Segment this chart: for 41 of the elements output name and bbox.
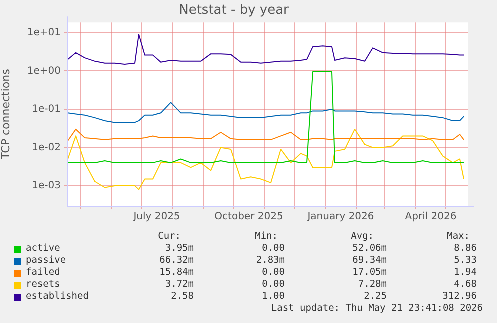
text: 66.32m xyxy=(160,255,194,267)
y-tick-label: 1e-02 xyxy=(32,142,61,154)
text: 8.86 xyxy=(454,243,477,255)
text: Max: xyxy=(447,231,470,243)
text: 2.83m xyxy=(256,255,285,267)
text: 1.94 xyxy=(454,267,477,279)
text: 15.84m xyxy=(160,267,194,279)
text: 3.72m xyxy=(165,279,194,291)
x-tick-label: April 2026 xyxy=(405,212,457,223)
x-tick-label: January 2026 xyxy=(306,212,374,223)
text: Last update: Thu May 21 23:41:08 2026 xyxy=(271,303,483,315)
text: Avg: xyxy=(351,231,374,243)
legend-label: failed xyxy=(26,267,60,279)
legend-label: resets xyxy=(26,279,60,291)
y-tick-label: 1e+00 xyxy=(27,66,61,77)
text: 4.68 xyxy=(454,279,477,291)
text: 1.00 xyxy=(262,291,285,303)
text: 2.58 xyxy=(171,291,194,303)
y-axis-title: TCP connections xyxy=(0,68,12,160)
text: 0.00 xyxy=(262,267,285,279)
y-tick-label: 1e+01 xyxy=(27,28,61,39)
y-tick-label: 1e-01 xyxy=(32,104,61,116)
text: 2.25 xyxy=(364,291,387,303)
text: 69.34m xyxy=(352,255,387,267)
text: 17.05m xyxy=(352,267,387,279)
text: 7.28m xyxy=(358,279,387,291)
text: 0.00 xyxy=(262,279,285,291)
text: Cur: xyxy=(158,231,181,243)
legend-label: established xyxy=(26,291,89,303)
text: 5.33 xyxy=(454,255,477,267)
legend-label: active xyxy=(26,243,60,255)
text: 312.96 xyxy=(442,291,477,303)
legend-label: passive xyxy=(26,255,66,267)
chart-title: Netstat - by year xyxy=(179,3,290,18)
text: 52.06m xyxy=(352,243,387,255)
x-tick-label: July 2025 xyxy=(132,212,180,223)
text: 3.95m xyxy=(165,243,194,255)
y-tick-label: 1e-03 xyxy=(32,180,61,192)
text: 0.00 xyxy=(262,243,285,255)
text: Min: xyxy=(255,231,278,243)
x-tick-label: October 2025 xyxy=(214,212,284,223)
